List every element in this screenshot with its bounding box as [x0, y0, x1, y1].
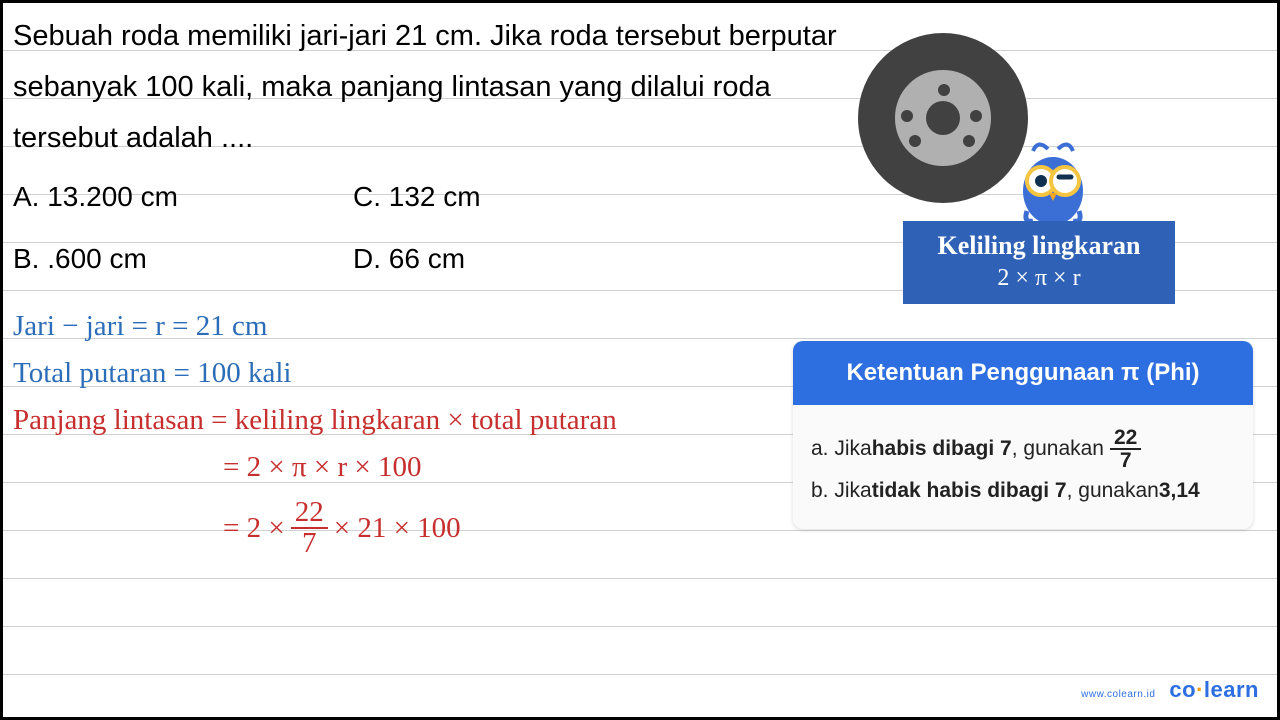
fraction-numerator: 22 — [291, 498, 328, 529]
fraction-denominator: 7 — [298, 529, 321, 558]
brand-dot: · — [1196, 677, 1204, 702]
brand-co: co — [1169, 677, 1196, 702]
work-line-5: = 2 × 22 7 × 21 × 100 — [13, 498, 1267, 558]
footer-branding: www.colearn.id co·learn — [1081, 677, 1259, 703]
question-text: Sebuah roda memiliki jari-jari 21 cm. Ji… — [3, 3, 853, 163]
option-d: D. 66 cm — [353, 243, 693, 275]
brand-learn: learn — [1204, 677, 1259, 702]
option-b: B. .600 cm — [13, 243, 353, 275]
work-line-4: = 2 × π × r × 100 — [13, 451, 1267, 484]
worked-solution: Jari − jari = r = 21 cm Total putaran = … — [3, 310, 1277, 558]
fraction-22-7: 22 7 — [291, 498, 328, 558]
work-line-2: Total putaran = 100 kali — [13, 357, 1267, 390]
brand: co·learn — [1169, 677, 1259, 703]
content-area: Sebuah roda memiliki jari-jari 21 cm. Ji… — [3, 3, 1277, 558]
options-grid: A. 13.200 cm C. 132 cm B. .600 cm D. 66 … — [3, 163, 703, 305]
option-a: A. 13.200 cm — [13, 181, 353, 213]
option-c: C. 132 cm — [353, 181, 693, 213]
work-line-1: Jari − jari = r = 21 cm — [13, 310, 1267, 343]
footer-site: www.colearn.id — [1081, 689, 1155, 700]
work-line-5-pre: = 2 × — [223, 512, 285, 545]
work-line-3: Panjang lintasan = keliling lingkaran × … — [13, 404, 1267, 437]
work-line-5-post: × 21 × 100 — [334, 512, 461, 545]
